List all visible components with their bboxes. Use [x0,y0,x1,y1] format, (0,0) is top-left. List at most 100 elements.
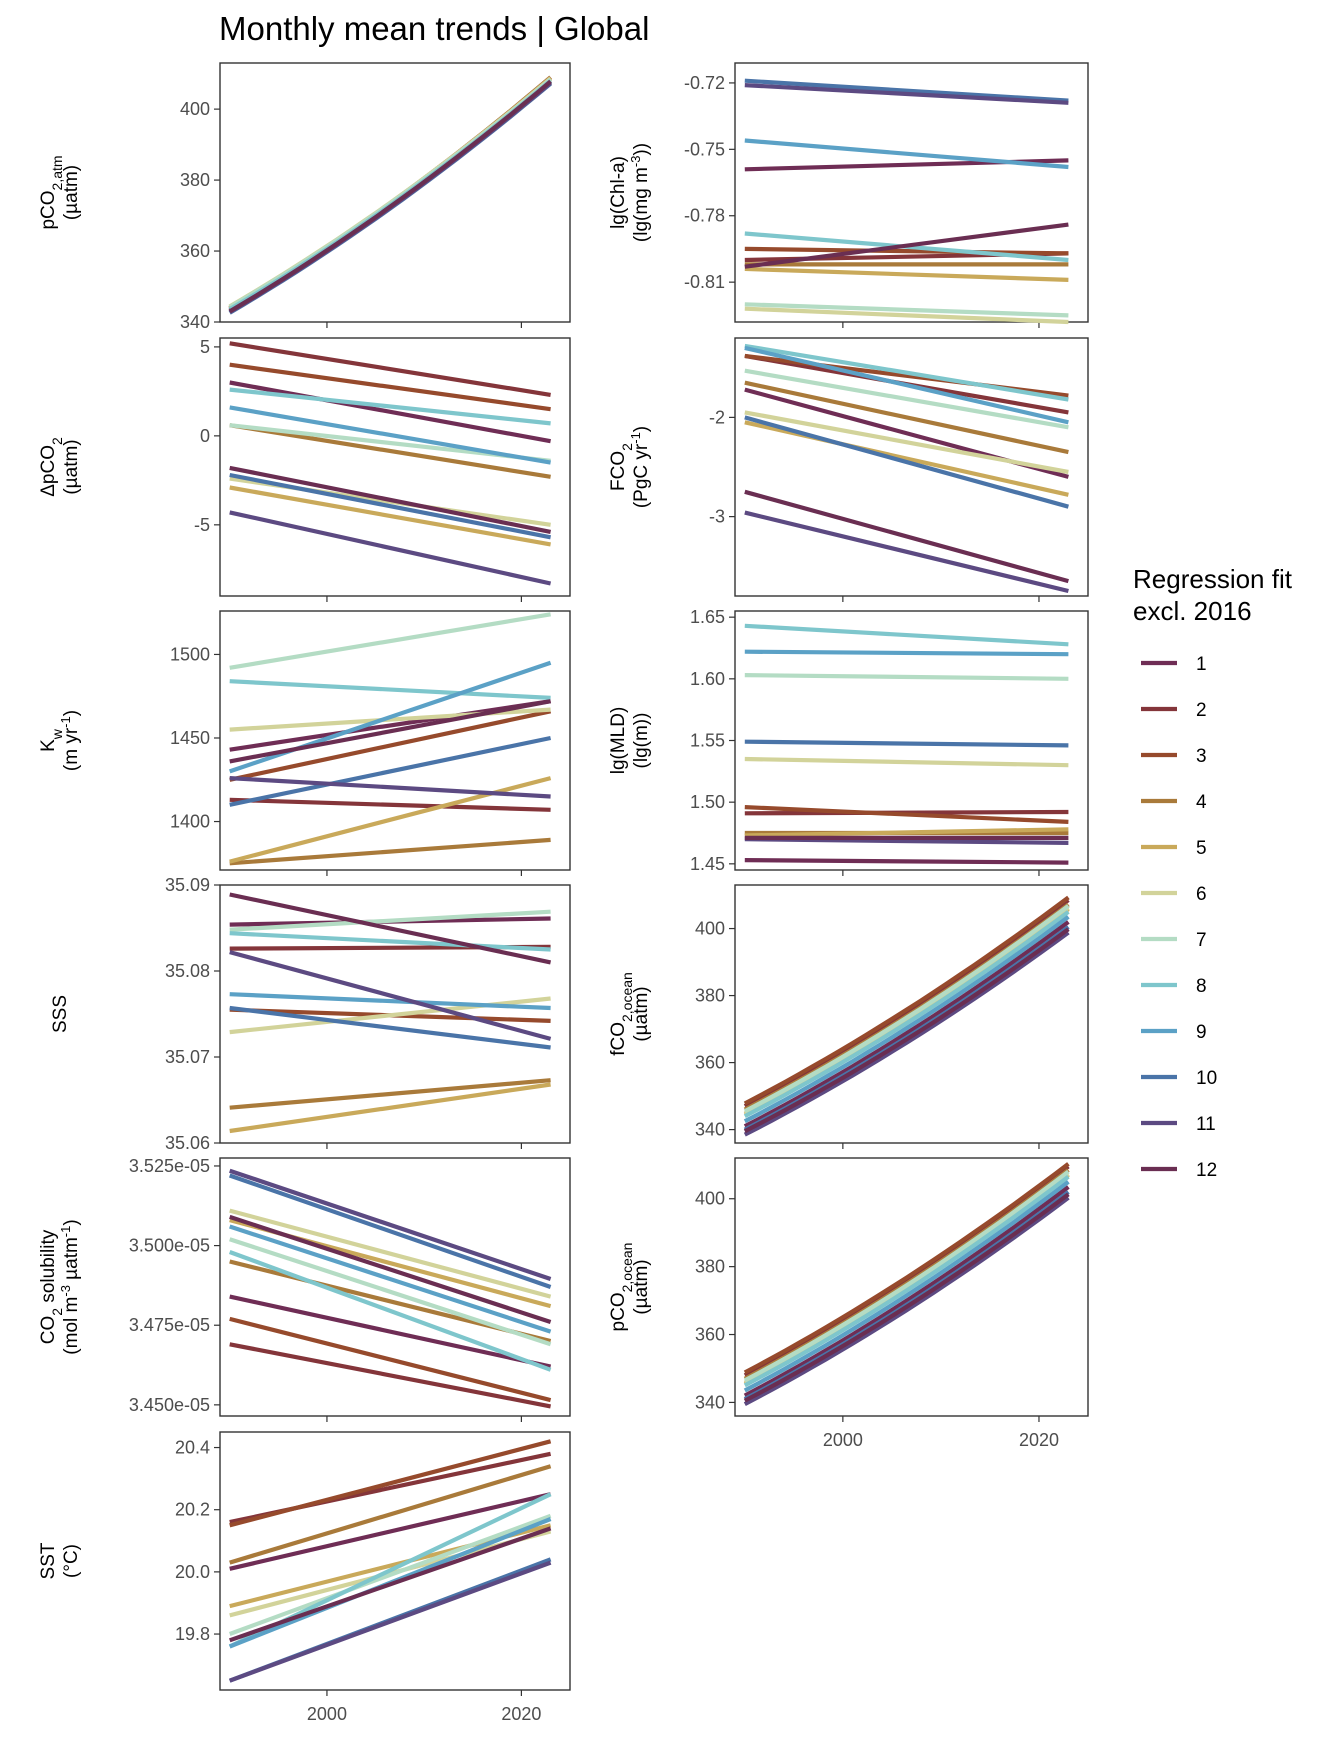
series-line-12 [744,222,1069,269]
y-axis-title-line: (PgC yr-1) [628,426,653,508]
y-tick-label: -2 [709,407,725,427]
series-line-7 [229,909,551,932]
series-line-1 [229,380,551,444]
series-line-3 [744,246,1069,256]
panel-frame [219,610,571,871]
series-line-5 [744,827,1069,838]
series-line-8 [229,931,551,952]
y-tick-label: 1500 [170,644,210,664]
legend-label: 12 [1196,1160,1217,1181]
series-line-1 [229,1294,552,1369]
y-axis-title-line: pCO2,ocean [608,1243,635,1332]
y-tick-label: 5 [200,337,210,357]
y-tick-label: -5 [194,515,210,535]
y-axis-title-line: (lg(m)) [631,713,652,769]
y-tick-label: 20.2 [175,1500,210,1520]
series-line-3 [743,895,1070,1106]
series-line-7 [229,612,551,670]
series-line-3 [229,1439,552,1528]
y-tick-label: 20.0 [175,1562,210,1582]
y-axis-title: FCO2(PgC yr-1) [608,426,652,508]
y-axis-title-line: CO2 solubility [38,1229,65,1344]
legend-label: 2 [1196,700,1207,721]
panel-frame [219,337,571,597]
legend-item-6: 6 [1141,884,1207,905]
series-line-6 [744,410,1069,475]
series-line-11 [228,1560,552,1683]
series-line-8 [229,679,551,700]
series-line-5 [229,485,551,547]
y-tick-label: 380 [695,1257,725,1277]
y-axis-title-line: FCO2 [608,443,635,491]
series-line-4 [229,1078,551,1110]
x-tick-label: 2020 [501,1704,541,1724]
legend-item-11: 11 [1141,1114,1216,1135]
y-axis-title-line: (lg(mg m-3)) [628,143,653,242]
y-tick-label: 0 [200,426,210,446]
legend: Regression fit excl. 2016 12345678910111… [1133,564,1293,1181]
panels: 340360380400pCO2,atm(µatm)-0.81-0.78-0.7… [38,62,1089,1724]
series-line-7 [743,904,1070,1114]
series-line-12 [743,1192,1070,1403]
y-tick-label: 380 [180,170,210,190]
legend-label: 3 [1196,746,1207,767]
series-line-3 [229,709,552,782]
y-tick-label: 3.500e-05 [129,1236,210,1256]
series-line-1 [743,920,1070,1129]
series-line-8 [228,1250,552,1372]
x-tick-label: 2000 [823,1430,863,1450]
y-axis-title: CO2 solubility(mol m-3 µatm-1) [38,1219,82,1354]
series-line-8 [743,1175,1070,1388]
y-axis-title: ΔpCO2(µatm) [38,437,82,497]
y-axis-title: SST (°C) [38,1542,82,1579]
series-line-12 [229,465,552,534]
y-tick-label: -0.78 [684,206,725,226]
legend-label: 11 [1196,1114,1216,1135]
y-axis-title: lg(MLD) (lg(m)) [608,707,652,775]
y-tick-label: 3.525e-05 [129,1156,210,1176]
series-line-9 [743,1180,1070,1393]
series-line-8 [744,623,1069,647]
legend-item-3: 3 [1141,746,1207,767]
y-tick-label: -0.72 [684,73,725,93]
panel-solubility: 3.450e-05 3.475e-05 3.500e-05 3.525e-05 CO2 … [38,1156,571,1422]
series-line-12 [229,892,552,965]
legend-item-4: 4 [1141,792,1207,813]
series-line-8 [744,343,1069,402]
series-line-3 [743,1162,1070,1375]
series-line-11 [229,1168,552,1281]
series-line-7 [228,1513,552,1636]
panel-chla: -0.81 -0.78 -0.75 -0.72 lg(Chl-a) (lg(mg m-3)… [608,62,1089,328]
y-axis-title-line: (°C) [61,1544,82,1578]
legend-label: 7 [1196,930,1207,951]
y-tick-label: 20.4 [175,1438,210,1458]
y-tick-label: 360 [695,1325,725,1345]
legend-item-12: 12 [1141,1160,1217,1181]
series-line-9 [229,1224,552,1334]
series-line-5 [229,1082,551,1134]
legend-item-2: 2 [1141,700,1207,721]
panel-pco2ocean: 340 360 380 400 2000 2020 pCO2,ocean(µatm) [608,1157,1089,1450]
series-line-12 [229,699,551,764]
panel-frame [219,1431,571,1691]
y-axis-title-line: (µatm) [61,165,82,220]
y-tick-label: 1.55 [690,731,725,751]
y-axis-title-line: pCO2,atm [38,155,65,229]
chart-title: Monthly mean trends | Global [219,10,649,47]
series-line-1 [229,1492,552,1571]
panel-mld: 1.45 1.50 1.55 1.60 1.65 lg(MLD) (lg(m)) [608,607,1089,876]
x-tick-label: 2020 [1019,1430,1059,1450]
series-line-9 [744,138,1069,170]
series-line-11 [229,776,551,799]
series-line-7 [229,1237,552,1347]
series-line-12 [743,927,1070,1134]
y-tick-label: 380 [695,986,725,1006]
series-line-7 [744,302,1069,318]
series-line-4 [229,423,551,479]
series-line-7 [744,673,1069,681]
y-tick-label: 400 [180,99,210,119]
y-tick-label: 400 [695,1189,725,1209]
legend-label: 8 [1196,976,1207,997]
legend-title-line-2: excl. 2016 [1133,596,1252,626]
